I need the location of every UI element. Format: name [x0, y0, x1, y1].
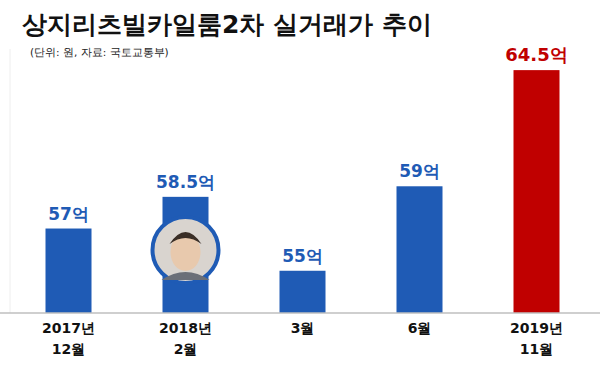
bar [514, 70, 560, 313]
bar [46, 229, 92, 313]
bar [280, 271, 326, 313]
x-tick-label: 2018년 2월 [159, 320, 212, 357]
data-label: 64.5억 [505, 44, 567, 65]
x-tick-label-line: 2018년 [159, 320, 212, 336]
x-tick-label-line: 3월 [291, 320, 315, 336]
data-label: 58.5억 [156, 172, 215, 192]
bar [397, 186, 443, 313]
x-tick-label-line: 2월 [174, 341, 198, 357]
x-tick-label: 3월 [291, 320, 315, 336]
x-tick-label: 2017년 12월 [42, 320, 95, 357]
data-label: 57억 [48, 204, 89, 224]
x-tick-label-line: 2017년 [42, 320, 95, 336]
portrait-frame [153, 217, 219, 283]
portrait-shoulders [162, 272, 210, 280]
y-axis-line [10, 49, 11, 313]
data-label: 55억 [282, 246, 323, 266]
x-tick-label-line: 2019년 [510, 320, 563, 336]
chart-subtitle: (단위: 원, 자료: 국토교통부) [30, 46, 169, 58]
x-tick-label-line: 12월 [52, 341, 85, 357]
portrait-face [171, 233, 201, 271]
x-axis-line [0, 312, 600, 314]
chart-container: 상지리츠빌카일룸2차 실거래가 추이 (단위: 원, 자료: 국토교통부) 57억 5… [0, 0, 600, 372]
x-tick-label-line: 11월 [520, 341, 553, 357]
portrait-badge [153, 217, 219, 283]
bars [46, 70, 560, 313]
portrait-hair [170, 232, 202, 244]
x-tick-label: 2019년 11월 [510, 320, 563, 357]
chart-title: 상지리츠빌카일룸2차 실거래가 추이 [22, 10, 432, 39]
chart-svg: 상지리츠빌카일룸2차 실거래가 추이 (단위: 원, 자료: 국토교통부) 57억 5… [0, 0, 600, 372]
x-tick-label: 6월 [408, 320, 432, 336]
x-tick-label-line: 6월 [408, 320, 432, 336]
data-label: 59억 [399, 161, 440, 181]
